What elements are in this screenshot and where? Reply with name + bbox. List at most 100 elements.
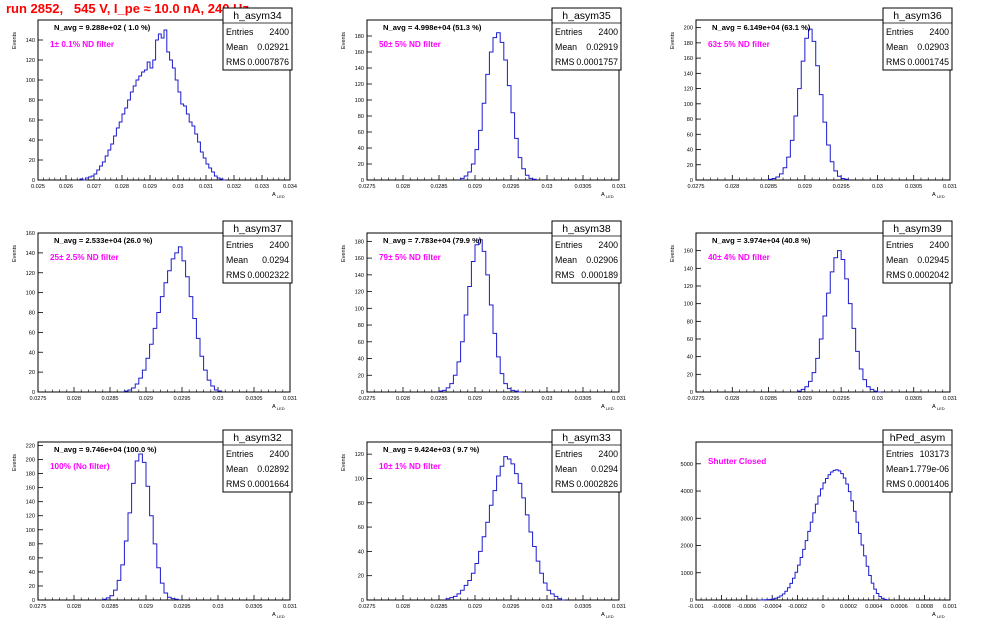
x-tick-label: 0.001: [943, 604, 957, 610]
y-tick-label: 120: [355, 452, 364, 458]
stats-value: -1.779e-06: [906, 464, 949, 474]
stats-box: [551, 429, 622, 493]
y-tick-label: 100: [684, 102, 693, 108]
x-tick-label: 0.028: [725, 396, 739, 402]
stats-box: [882, 220, 953, 284]
filter-label: 40± 4% ND filter: [708, 253, 771, 262]
histogram-panel-hPed_asym: -0.001 -0.0008 -0.0006 -0.0004 -0.0002 0 0.000…: [681, 429, 957, 619]
plot-frame: [366, 441, 620, 601]
y-tick-label: 200: [26, 458, 35, 464]
plot-frame: [695, 232, 951, 393]
x-tick-label: 0.0285: [430, 396, 447, 402]
y-tick-label: 160: [26, 231, 35, 237]
x-tick-label: 0.0006: [891, 604, 908, 610]
stats-title: h_asym35: [562, 10, 611, 22]
y-axis-label: Events: [12, 454, 18, 471]
y-tick-label: 120: [26, 514, 35, 520]
x-tick-label: 0.0285: [760, 396, 777, 402]
x-tick-label: 0.032: [227, 184, 241, 190]
x-tick-label: 0.031: [283, 396, 297, 402]
stats-title: h_asym37: [233, 223, 282, 235]
x-tick-label: 0.0285: [101, 396, 118, 402]
stats-key: Entries: [886, 449, 914, 459]
stats-value: 0.000189: [581, 270, 618, 280]
n-avg-label: N_avg = 4.998e+04 (51.3 %): [383, 23, 482, 32]
y-tick-label: 40: [358, 357, 364, 363]
stats-key: RMS: [555, 270, 575, 280]
plot-frame: [37, 441, 291, 601]
y-tick-label: 0: [690, 178, 693, 184]
stats-key: RMS: [555, 479, 575, 489]
x-tick-label: 0.033: [255, 184, 269, 190]
stats-value: 0.0001757: [576, 57, 618, 67]
x-tick-label: 0.025: [31, 184, 45, 190]
x-tick-label: 0.0285: [430, 184, 447, 190]
histogram-panel-h_asym38: 0.0275 0.028 0.0285 0.029 0.0295 0.03 0.0305 0.…: [341, 220, 626, 411]
y-tick-label: 40: [29, 570, 35, 576]
stats-value: 0.02903: [917, 42, 949, 52]
x-tick-label: 0.0275: [687, 184, 704, 190]
stats-key: Entries: [886, 240, 914, 250]
x-tick-label: 0.028: [396, 184, 410, 190]
x-tick-label: 0.031: [943, 184, 957, 190]
stats-value: 2400: [598, 240, 618, 250]
stats-value: 2400: [598, 27, 618, 37]
x-tick-label: 0.0295: [173, 604, 190, 610]
y-tick-label: 120: [26, 58, 35, 64]
histogram-line: [438, 239, 522, 393]
histogram-line: [759, 469, 887, 601]
y-tick-label: 80: [358, 501, 364, 507]
stats-value: 0.02906: [586, 255, 618, 265]
y-axis-label: Events: [12, 245, 18, 262]
x-tick-label: 0.0275: [29, 604, 46, 610]
y-tick-label: 140: [26, 500, 35, 506]
x-tick-label: 0.0295: [173, 396, 190, 402]
x-tick-label: 0.0295: [833, 396, 850, 402]
stats-value: 0.0294: [591, 464, 618, 474]
x-tick-label: -0.0002: [788, 604, 807, 610]
stats-key: Mean: [886, 42, 908, 52]
x-tick-label: 0.0295: [502, 604, 519, 610]
n-avg-label: N_avg = 9.424e+03 ( 9.7 %): [383, 445, 480, 454]
y-tick-label: 180: [684, 41, 693, 47]
histogram-line: [123, 246, 223, 392]
stats-title: h_asym36: [893, 10, 942, 22]
stats-key: Entries: [886, 27, 914, 37]
x-tick-label: 0.031: [199, 184, 213, 190]
x-tick-label: 0.03: [872, 184, 883, 190]
y-tick-label: 20: [29, 158, 35, 164]
x-tick-label: 0.034: [283, 184, 297, 190]
x-tick-label: 0.028: [67, 604, 81, 610]
x-tick-label: 0.03: [213, 396, 224, 402]
x-tick-label: 0.029: [143, 184, 157, 190]
x-tick-label: 0.0285: [101, 604, 118, 610]
x-axis-label: A LED: [601, 192, 614, 199]
x-tick-label: 0.028: [67, 396, 81, 402]
x-tick-label: 0.027: [87, 184, 101, 190]
histogram-panel-h_asym36: 0.0275 0.028 0.0285 0.029 0.0295 0.03 0.0305 0.…: [670, 7, 957, 199]
y-tick-label: 0: [690, 598, 693, 604]
stats-box: [882, 7, 953, 71]
y-tick-label: 120: [355, 290, 364, 296]
stats-value: 0.0002826: [576, 479, 618, 489]
stats-box: [551, 220, 622, 284]
y-tick-label: 60: [358, 525, 364, 531]
stats-key: RMS: [226, 479, 246, 489]
y-tick-label: 20: [358, 373, 364, 379]
stats-key: Entries: [555, 27, 583, 37]
stats-key: RMS: [886, 270, 906, 280]
y-tick-label: 120: [355, 82, 364, 88]
x-tick-label: 0.0008: [916, 604, 933, 610]
stats-key: Entries: [555, 449, 583, 459]
stats-value: 0.02892: [257, 464, 289, 474]
x-tick-label: 0.031: [943, 396, 957, 402]
x-tick-label: 0.0275: [358, 604, 375, 610]
stats-value: 0.0294: [262, 255, 289, 265]
x-tick-label: 0.0305: [245, 396, 262, 402]
histogram-panel-h_asym39: 0.0275 0.028 0.0285 0.029 0.0295 0.03 0.0305 0.…: [670, 220, 957, 411]
y-tick-label: 180: [355, 34, 364, 40]
histogram-panel-h_asym33: 0.0275 0.028 0.0285 0.029 0.0295 0.03 0.0305 0.…: [341, 429, 626, 619]
filter-label: 63± 5% ND filter: [708, 40, 771, 49]
y-tick-label: 100: [355, 98, 364, 104]
y-tick-label: 60: [687, 132, 693, 138]
